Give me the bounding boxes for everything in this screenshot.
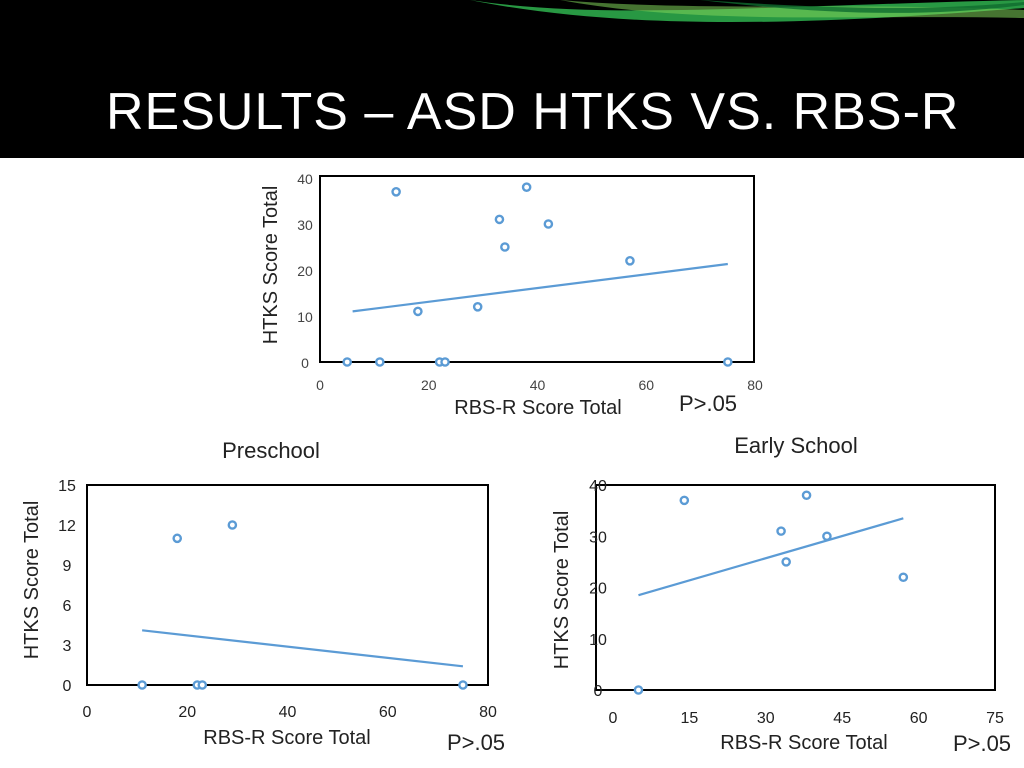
x-tick-label: 0 [316,377,324,393]
chart-preschool: 0 20 40 60 80 0 3 6 9 12 15 RBS-R Score Total HTKS S… [21,438,505,755]
x-tick-label: 40 [530,377,546,393]
y-tick-label: 30 [589,529,607,546]
x-tick-label: 80 [479,704,497,721]
y-tick-label: 6 [63,598,72,615]
x-tick-label: 80 [747,377,763,393]
data-point [197,680,208,690]
data-point [723,357,733,367]
y-tick-label: 9 [63,558,72,575]
data-point [625,255,635,266]
data-point [137,680,147,690]
data-point [413,306,423,317]
data-point [801,490,812,501]
y-tick-label: 10 [297,309,313,325]
y-tick-label: 20 [589,581,607,598]
chart-title: Early School [734,433,858,458]
y-tick-label: 0 [594,683,603,700]
y-tick-label: 30 [297,217,313,233]
data-point [500,242,510,252]
x-tick-label: 75 [986,710,1004,727]
p-value-annotation: P>.05 [953,731,1011,756]
x-tick-label: 15 [681,710,699,727]
data-point [172,533,183,544]
y-tick-label: 12 [58,518,76,535]
y-tick-label: 0 [63,678,72,695]
x-axis-title: RBS-R Score Total [720,732,887,754]
data-point [781,557,791,567]
y-tick-label: 15 [58,478,76,495]
data-point [633,685,644,695]
x-tick-label: 0 [83,704,92,721]
data-point [440,357,450,367]
x-tick-label: 45 [833,710,851,727]
x-tick-label: 30 [757,710,775,727]
chart-overall: 0 20 40 60 80 0 10 20 30 40 RBS-R Score Total HTKS … [260,171,763,419]
data-point [375,357,385,367]
trend-line [638,517,904,597]
x-tick-label: 0 [609,710,618,727]
y-tick-label: 0 [301,355,309,371]
y-tick-label: 40 [297,171,313,187]
p-value-annotation: P>.05 [679,391,737,416]
x-tick-label: 60 [910,710,928,727]
data-point [227,520,238,530]
y-axis-title: HTKS Score Total [21,501,43,660]
banner-light-wave [560,0,1024,18]
data-point [391,186,401,197]
p-value-annotation: P>.05 [447,730,505,755]
x-tick-label: 20 [421,377,437,393]
y-tick-label: 3 [63,638,72,655]
data-point [494,214,505,225]
x-tick-label: 40 [279,704,297,721]
slide-title: RESULTS – ASD HTKS VS. RBS-R [106,83,960,141]
banner-dark-wave [700,0,1024,13]
data-point [822,531,832,542]
data-point [543,219,554,229]
x-tick-label: 20 [178,704,196,721]
x-tick-label: 60 [379,704,397,721]
banner-background [0,0,1024,158]
y-axis-title: HTKS Score Total [260,186,282,345]
data-point [342,357,352,367]
y-tick-label: 10 [589,632,607,649]
x-axis-title: RBS-R Score Total [203,727,370,749]
trend-line [352,262,728,313]
plot-frame [319,175,755,363]
title-banner [0,0,1024,158]
x-axis-title: RBS-R Score Total [454,397,621,419]
plot-frame [595,484,996,691]
chart-early-school: 0 15 30 45 60 75 0 10 20 30 40 RBS-R Score Total HTK… [551,433,1011,756]
data-point [776,526,786,536]
data-point [458,680,468,690]
y-axis-title: HTKS Score Total [551,511,573,670]
data-point [521,182,532,192]
data-point [472,301,483,312]
y-tick-label: 40 [589,478,607,495]
trend-line [142,629,464,668]
chart-title: Preschool [222,438,320,463]
plot-frame [86,484,489,686]
y-tick-label: 20 [297,263,313,279]
x-tick-label: 60 [638,377,654,393]
data-point [898,572,909,583]
data-point [679,495,690,506]
